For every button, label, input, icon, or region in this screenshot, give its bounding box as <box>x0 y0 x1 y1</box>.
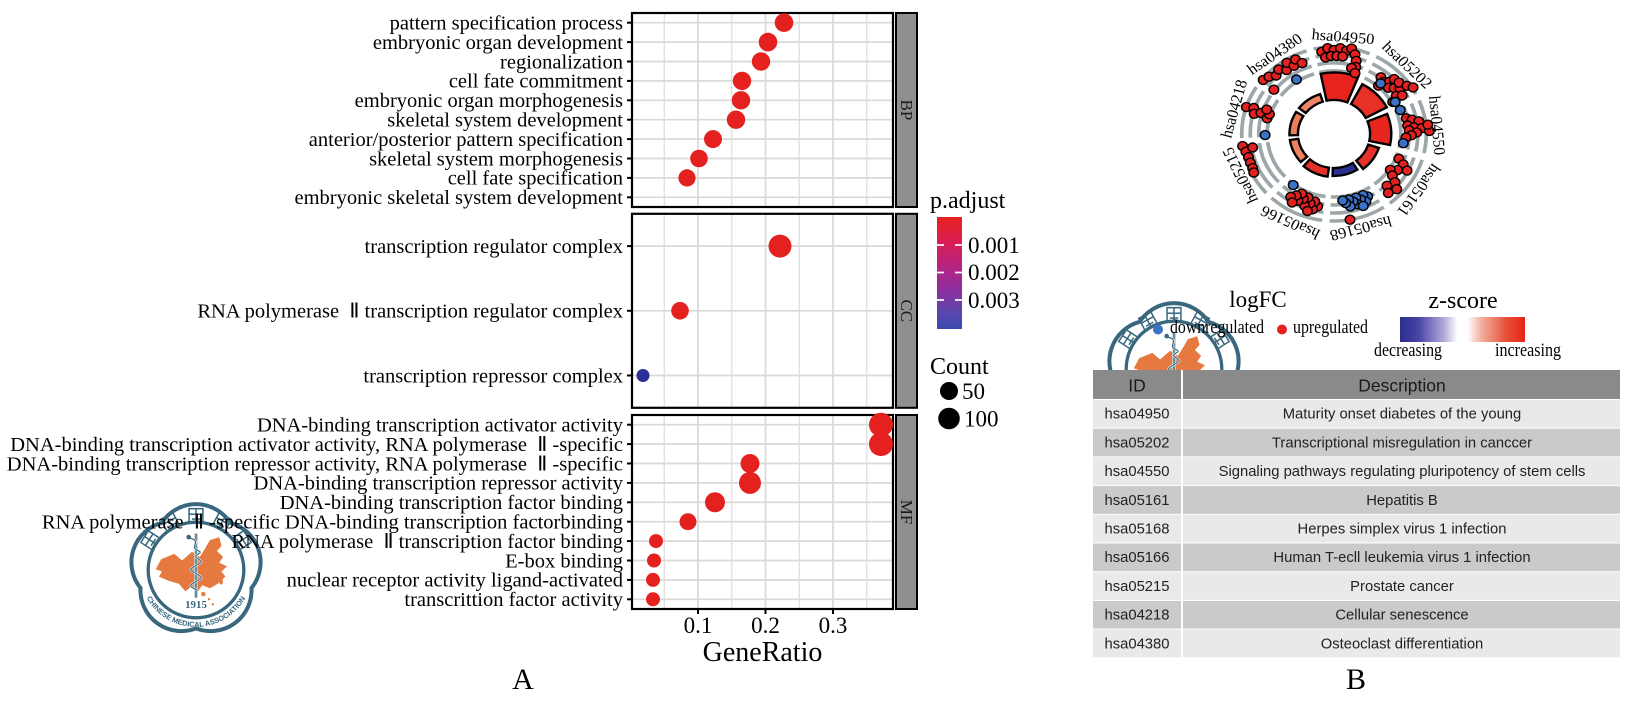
svg-text:RNA polymerase Ⅱ transcriptio: RNA polymerase Ⅱ transcription factor bi… <box>231 531 623 553</box>
svg-text:embryonic organ development: embryonic organ development <box>373 32 623 54</box>
svg-text:E-box binding: E-box binding <box>505 550 623 572</box>
svg-text:Transcriptional misregulation: Transcriptional misregulation in canccer <box>1272 435 1532 451</box>
svg-text:50: 50 <box>962 379 985 404</box>
svg-text:nuclear receptor activity liga: nuclear receptor activity ligand-activat… <box>287 570 623 592</box>
svg-text:p.adjust: p.adjust <box>930 188 1006 214</box>
svg-text:decreasing: decreasing <box>1374 340 1442 361</box>
svg-text:downregulated: downregulated <box>1170 317 1264 338</box>
svg-text:hsa04380: hsa04380 <box>1104 636 1169 652</box>
svg-text:100: 100 <box>964 407 999 432</box>
svg-text:z-score: z-score <box>1428 288 1497 314</box>
svg-text:hsa04950: hsa04950 <box>1104 407 1169 423</box>
svg-text:cell fate commitment: cell fate commitment <box>449 71 623 93</box>
svg-text:Human T-ecll leukemia virus 1: Human T-ecll leukemia virus 1 infection <box>1273 550 1530 566</box>
svg-text:skeletal system morphogenesis: skeletal system morphogenesis <box>369 148 623 170</box>
svg-text:Prostate cancer: Prostate cancer <box>1350 579 1454 595</box>
svg-text:Herpes simplex virus 1 infecti: Herpes simplex virus 1 infection <box>1298 521 1507 537</box>
svg-text:ID: ID <box>1128 376 1146 396</box>
svg-text:hsa05215: hsa05215 <box>1104 579 1169 595</box>
svg-text:DNA-binding transcription acti: DNA-binding transcription activator acti… <box>10 434 623 456</box>
svg-text:1915: 1915 <box>185 599 207 611</box>
svg-text:DNA-binding transcription acti: DNA-binding transcription activator acti… <box>257 415 624 437</box>
svg-text:MF: MF <box>897 500 916 525</box>
svg-text:transcrittion factor activity: transcrittion factor activity <box>404 589 623 611</box>
svg-text:hsa04950: hsa04950 <box>1311 27 1375 49</box>
svg-text:RNA polymerase Ⅱ -specific DN: RNA polymerase Ⅱ -specific DNA-binding t… <box>42 512 623 534</box>
svg-text:Hepatitis B: Hepatitis B <box>1366 493 1438 509</box>
svg-text:transcription repressor comple: transcription repressor complex <box>363 365 623 387</box>
svg-text:transcription regulator comple: transcription regulator complex <box>365 236 623 258</box>
svg-text:skeletal system development: skeletal system development <box>387 110 623 132</box>
svg-text:Osteoclast differentiation: Osteoclast differentiation <box>1321 636 1484 652</box>
svg-text:logFC: logFC <box>1229 287 1287 312</box>
svg-text:hsa05166: hsa05166 <box>1104 550 1169 566</box>
svg-text:upregulated: upregulated <box>1293 317 1368 338</box>
svg-text:anterior/posterior pattern spe: anterior/posterior pattern specification <box>309 129 623 151</box>
svg-text:BP: BP <box>897 100 916 121</box>
svg-text:embryonic organ morphogenesis: embryonic organ morphogenesis <box>355 90 623 112</box>
svg-text:hsa04550: hsa04550 <box>1104 464 1169 480</box>
svg-text:0.002: 0.002 <box>968 260 1020 285</box>
svg-text:A: A <box>512 663 534 696</box>
svg-text:0.001: 0.001 <box>968 233 1020 258</box>
svg-text:Description: Description <box>1358 376 1446 396</box>
svg-text:DNA-binding transcription fact: DNA-binding transcription factor binding <box>280 492 623 514</box>
svg-text:DNA-binding transcription repr: DNA-binding transcription repressor acti… <box>7 453 623 475</box>
svg-text:0.2: 0.2 <box>751 613 780 638</box>
svg-text:RNA polymerase Ⅱ transcriptio: RNA polymerase Ⅱ transcription regulator… <box>197 301 623 323</box>
svg-text:Signaling pathways regulating: Signaling pathways regulating pluripoten… <box>1219 464 1586 480</box>
svg-text:Cellular senescence: Cellular senescence <box>1335 608 1468 624</box>
svg-text:hsa04550: hsa04550 <box>1425 95 1448 156</box>
svg-text:GeneRatio: GeneRatio <box>703 637 823 668</box>
svg-text:hsa05161: hsa05161 <box>1104 493 1169 509</box>
svg-text:0.003: 0.003 <box>968 288 1020 313</box>
svg-text:Count: Count <box>930 354 989 380</box>
svg-text:pattern specification process: pattern specification process <box>390 13 623 35</box>
svg-text:B: B <box>1346 663 1366 696</box>
svg-text:Maturity onset diabetes of the: Maturity onset diabetes of the young <box>1283 407 1522 423</box>
svg-text:embryonic skeletal system deve: embryonic skeletal system development <box>295 187 624 209</box>
svg-text:regionalization: regionalization <box>500 51 623 73</box>
svg-text:hsa04218: hsa04218 <box>1104 608 1169 624</box>
svg-text:0.1: 0.1 <box>684 613 713 638</box>
svg-text:increasing: increasing <box>1495 340 1561 361</box>
svg-text:cell fate specification: cell fate specification <box>448 168 623 190</box>
svg-text:CC: CC <box>897 299 916 322</box>
svg-text:0.3: 0.3 <box>819 613 848 638</box>
svg-text:DNA-binding transcription repr: DNA-binding transcription repressor acti… <box>254 473 624 495</box>
svg-text:hsa05202: hsa05202 <box>1104 435 1169 451</box>
svg-text:hsa05168: hsa05168 <box>1104 521 1169 537</box>
